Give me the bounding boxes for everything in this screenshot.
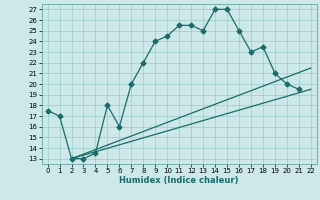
X-axis label: Humidex (Indice chaleur): Humidex (Indice chaleur)	[119, 176, 239, 185]
